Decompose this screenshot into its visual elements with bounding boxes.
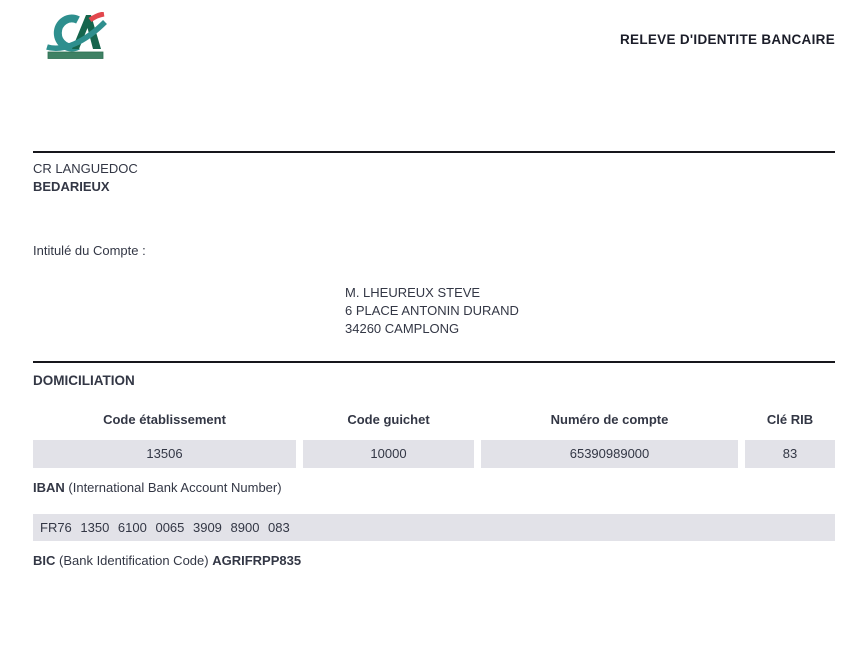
table-cell-code-etablissement: 13506 [33,440,296,468]
column-header-numero-compte: Numéro de compte [550,412,669,427]
iban-label-rest: (International Bank Account Number) [64,480,282,495]
domiciliation-header-row: Code établissement Code guichet Numéro d… [33,412,835,427]
iban-value: FR76 1350 6100 0065 3909 8900 083 [33,514,835,541]
iban-label-bold: IBAN [33,480,65,495]
divider [33,151,835,153]
address-line: 6 PLACE ANTONIN DURAND [345,303,519,318]
column-header-cle-rib: Clé RIB [766,412,814,427]
credit-agricole-logo-icon [45,11,107,62]
domiciliation-section-title: DOMICILIATION [33,373,135,388]
divider [33,361,835,363]
table-cell-code-guichet: 10000 [303,440,474,468]
table-cell-numero-compte: 65390989000 [481,440,738,468]
address-line: 34260 CAMPLONG [345,321,460,336]
account-holder-name: M. LHEUREUX STEVE [345,285,481,300]
bic-label-bold: BIC [33,553,56,568]
bic-value: AGRIFRPP835 [212,553,302,568]
column-header-code-guichet: Code guichet [347,412,430,427]
iban-label: IBAN (International Bank Account Number) [33,480,282,495]
bank-branch: BEDARIEUX [33,179,110,194]
document-title: RELEVE D'IDENTITE BANCAIRE [619,32,835,47]
domiciliation-value-row: 13506 10000 65390989000 83 [33,440,835,468]
bank-name: CR LANGUEDOC [33,161,138,176]
bic-line: BIC (Bank Identification Code) AGRIFRPP8… [33,553,301,568]
account-title-label: Intitulé du Compte : [33,243,146,258]
table-cell-cle-rib: 83 [745,440,835,468]
bic-label-rest: (Bank Identification Code) [55,553,213,568]
column-header-code-etablissement: Code établissement [103,412,226,427]
account-holder-address: M. LHEUREUX STEVE 6 PLACE ANTONIN DURAND… [345,284,519,338]
